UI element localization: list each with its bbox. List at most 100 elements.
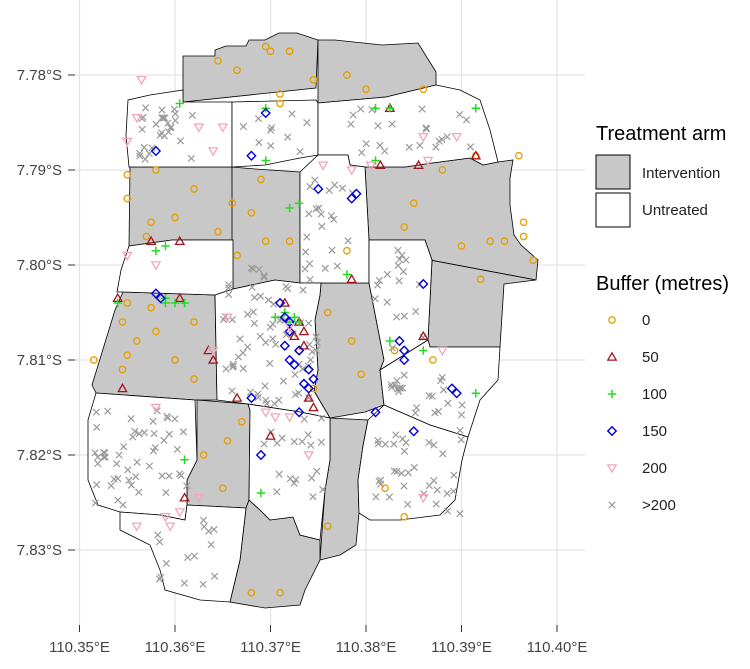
point-buffer-over-200 [410,463,418,472]
point-buffer-over-200 [347,120,355,128]
point-buffer-100 [180,455,189,464]
point-buffer-150 [394,335,405,347]
point-buffer-over-200 [171,116,179,125]
point-buffer-200 [150,261,162,271]
point-buffer-over-200 [107,481,115,490]
point-buffer-over-200 [273,488,281,496]
point-buffer-over-200 [131,427,139,435]
point-buffer-100 [290,313,299,322]
point-buffer-over-200 [133,458,141,466]
point-buffer-over-200 [375,276,384,285]
point-buffer-over-200 [288,110,296,118]
point-buffer-over-200 [92,481,101,489]
point-buffer-over-200 [179,428,188,436]
point-buffer-50 [179,492,190,502]
point-buffer-over-200 [156,131,164,139]
point-buffer-over-200 [190,552,198,560]
point-buffer-100 [285,203,294,213]
point-buffer-over-200 [229,360,237,368]
point-buffer-over-200 [304,431,312,439]
point-buffer-0 [199,451,208,459]
point-buffer-over-200 [261,382,269,390]
legend-swatch-untreated [595,192,631,228]
point-buffer-over-200 [255,138,263,147]
point-buffer-over-200 [129,433,137,441]
point-buffer-over-200 [325,186,333,194]
buffer-over-200-points [91,104,475,588]
point-buffer-over-200 [443,489,451,498]
point-buffer-200 [346,166,357,176]
point-buffer-over-200 [319,485,327,494]
legend-buffer-label: 100 [642,386,667,403]
legend-buffer-label: 200 [642,460,667,477]
point-buffer-over-200 [236,335,244,343]
point-buffer-over-200 [307,356,315,364]
point-buffer-over-200 [313,339,321,347]
point-buffer-0 [247,208,256,217]
point-buffer-over-200 [270,300,278,308]
point-buffer-over-200 [404,500,412,508]
point-buffer-over-200 [330,215,338,224]
point-buffer-150 [246,392,257,404]
point-buffer-100 [385,336,395,346]
point-buffer-0 [261,42,270,51]
point-buffer-0 [171,213,179,222]
legend-key-100 [607,389,617,399]
point-buffer-over-200 [393,377,401,385]
point-buffer-150 [351,188,362,199]
point-buffer-over-200 [358,148,366,157]
point-buffer-200 [121,137,133,148]
point-buffer-over-200 [404,468,412,477]
point-buffer-over-200 [141,104,150,112]
point-buffer-over-200 [400,312,408,320]
legend-buffer-title: Buffer (metres) [596,273,729,295]
point-buffer-over-200 [395,255,404,263]
point-buffer-50 [470,150,482,160]
point-buffer-over-200 [309,493,317,501]
point-buffer-over-200 [400,482,408,490]
point-buffer-over-200 [224,290,233,299]
point-buffer-over-200 [439,386,448,394]
point-buffer-over-200 [301,265,309,273]
point-buffer-over-200 [149,417,157,425]
point-buffer-over-200 [243,310,252,318]
point-buffer-over-200 [308,348,316,356]
point-buffer-over-200 [239,349,247,357]
legend-key-200 [606,464,618,474]
point-buffer-over-200 [449,487,458,495]
point-buffer-200 [284,413,295,423]
point-buffer-over-200 [296,147,304,156]
point-buffer-50 [298,340,310,350]
point-buffer-0 [276,99,284,108]
point-buffer-over-200 [391,381,399,389]
point-buffer-over-200 [298,438,306,446]
point-buffer-over-200 [425,438,433,447]
point-buffer-150 [408,426,419,437]
point-buffer-100 [271,313,280,322]
point-buffer-0 [238,417,246,426]
point-buffer-150 [274,297,286,309]
point-buffer-over-200 [430,441,438,449]
point-buffer-50 [279,297,291,307]
point-buffer-150 [399,345,410,356]
point-buffer-150 [446,383,458,394]
point-buffer-over-200 [282,331,290,339]
point-buffer-over-200 [260,271,268,280]
point-buffer-over-200 [264,296,273,304]
point-buffer-over-200 [398,435,407,443]
point-buffer-over-200 [422,125,430,133]
point-buffer-200 [131,522,143,532]
point-buffer-50 [303,392,315,402]
point-buffer-over-200 [183,482,191,490]
point-buffer-0 [343,246,351,255]
point-buffer-over-200 [395,387,403,396]
point-buffer-over-200 [372,493,380,501]
point-buffer-over-200 [383,298,391,306]
point-buffer-over-200 [224,284,233,292]
point-buffer-over-200 [318,222,326,231]
point-buffer-over-200 [157,573,165,581]
point-buffer-150 [303,383,314,394]
y-tick-label: 7.80°S [17,257,62,274]
point-buffer-150 [308,373,319,385]
point-buffer-over-200 [176,137,185,145]
